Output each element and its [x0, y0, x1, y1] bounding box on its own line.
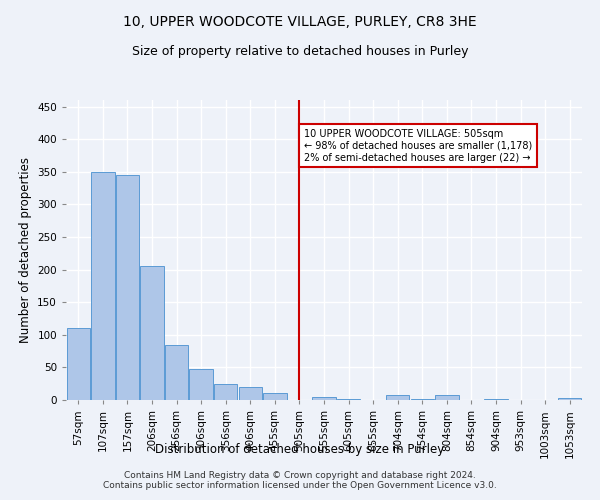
Bar	[165, 344, 188, 400]
Bar	[214, 384, 238, 400]
Bar	[410, 398, 434, 400]
Bar	[435, 396, 458, 400]
Bar	[484, 398, 508, 400]
Bar	[263, 393, 287, 400]
Bar	[337, 398, 360, 400]
Bar	[116, 175, 139, 400]
Text: 10 UPPER WOODCOTE VILLAGE: 505sqm
← 98% of detached houses are smaller (1,178)
2: 10 UPPER WOODCOTE VILLAGE: 505sqm ← 98% …	[304, 130, 533, 162]
Bar	[190, 370, 213, 400]
Bar	[386, 396, 409, 400]
Bar	[313, 396, 335, 400]
Text: Distribution of detached houses by size in Purley: Distribution of detached houses by size …	[155, 442, 445, 456]
Bar	[558, 398, 581, 400]
Bar	[140, 266, 164, 400]
Text: Size of property relative to detached houses in Purley: Size of property relative to detached ho…	[132, 45, 468, 58]
Y-axis label: Number of detached properties: Number of detached properties	[19, 157, 32, 343]
Text: 10, UPPER WOODCOTE VILLAGE, PURLEY, CR8 3HE: 10, UPPER WOODCOTE VILLAGE, PURLEY, CR8 …	[123, 15, 477, 29]
Text: Contains HM Land Registry data © Crown copyright and database right 2024.
Contai: Contains HM Land Registry data © Crown c…	[103, 470, 497, 490]
Bar	[91, 172, 115, 400]
Bar	[67, 328, 90, 400]
Bar	[239, 387, 262, 400]
